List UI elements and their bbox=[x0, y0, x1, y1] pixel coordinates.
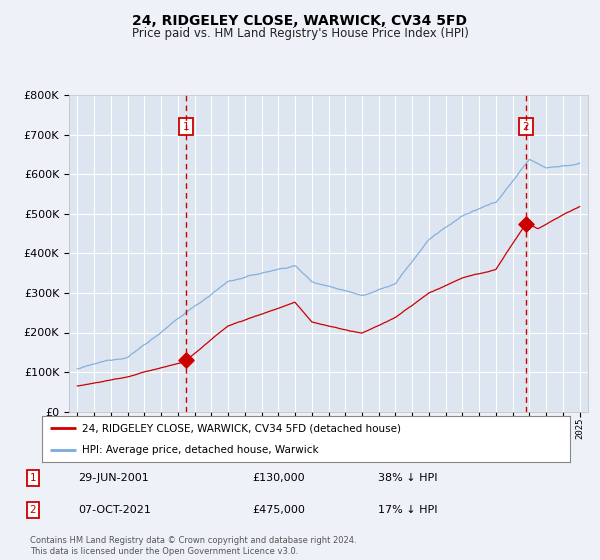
Text: 07-OCT-2021: 07-OCT-2021 bbox=[78, 505, 151, 515]
Text: 1: 1 bbox=[29, 473, 37, 483]
Text: HPI: Average price, detached house, Warwick: HPI: Average price, detached house, Warw… bbox=[82, 445, 318, 455]
Point bbox=[521, 220, 530, 228]
Text: 17% ↓ HPI: 17% ↓ HPI bbox=[378, 505, 437, 515]
Text: Contains HM Land Registry data © Crown copyright and database right 2024.
This d: Contains HM Land Registry data © Crown c… bbox=[30, 536, 356, 556]
Text: 29-JUN-2001: 29-JUN-2001 bbox=[78, 473, 149, 483]
Text: 1: 1 bbox=[183, 122, 190, 132]
Text: £475,000: £475,000 bbox=[252, 505, 305, 515]
Point bbox=[181, 356, 191, 365]
Text: Price paid vs. HM Land Registry's House Price Index (HPI): Price paid vs. HM Land Registry's House … bbox=[131, 27, 469, 40]
Text: 2: 2 bbox=[522, 122, 529, 132]
Text: £130,000: £130,000 bbox=[252, 473, 305, 483]
Text: 2: 2 bbox=[29, 505, 37, 515]
Text: 38% ↓ HPI: 38% ↓ HPI bbox=[378, 473, 437, 483]
Text: 24, RIDGELEY CLOSE, WARWICK, CV34 5FD (detached house): 24, RIDGELEY CLOSE, WARWICK, CV34 5FD (d… bbox=[82, 423, 401, 433]
Text: 24, RIDGELEY CLOSE, WARWICK, CV34 5FD: 24, RIDGELEY CLOSE, WARWICK, CV34 5FD bbox=[133, 14, 467, 28]
